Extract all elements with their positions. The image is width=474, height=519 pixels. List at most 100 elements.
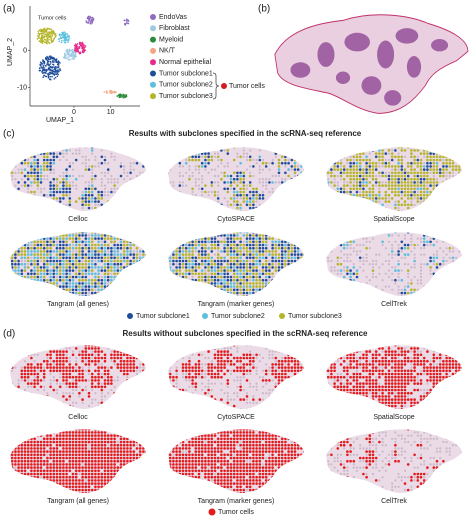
spot (46, 288, 49, 291)
spot (129, 232, 132, 234)
umap-point (68, 49, 71, 52)
spot (27, 263, 30, 266)
spot (220, 149, 223, 152)
spot (290, 177, 294, 181)
spot (90, 184, 94, 187)
spot (371, 187, 375, 191)
spot (429, 206, 432, 210)
spot (62, 401, 65, 404)
spot (62, 369, 65, 373)
spot (245, 155, 249, 158)
spot (355, 181, 359, 184)
spot (116, 246, 120, 250)
spot (42, 275, 46, 279)
umap-point (68, 58, 71, 61)
spot (426, 168, 429, 171)
spot (65, 256, 68, 260)
spot (55, 366, 59, 369)
umap-point (55, 34, 57, 37)
spot (355, 168, 359, 171)
spot (220, 291, 223, 295)
spot (216, 243, 220, 247)
spot (68, 203, 72, 207)
spot (65, 359, 68, 363)
spot (58, 363, 62, 366)
spot (229, 237, 233, 240)
spot (172, 269, 175, 272)
spot (74, 240, 78, 244)
spot (10, 388, 11, 392)
spot (327, 295, 330, 296)
spot (223, 237, 226, 240)
spot (403, 200, 407, 203)
spot (264, 243, 268, 247)
spot (119, 187, 123, 190)
spot (400, 291, 404, 295)
spot (419, 184, 423, 187)
spot (103, 275, 107, 279)
spot (362, 203, 365, 207)
spot (71, 174, 75, 178)
spot (461, 155, 462, 159)
spot (242, 278, 246, 282)
spot (10, 243, 11, 247)
umap-point (65, 39, 67, 42)
spot (365, 253, 368, 256)
spot (36, 256, 40, 260)
spot (71, 253, 75, 256)
spot (58, 243, 62, 247)
spot (236, 152, 239, 155)
spot (36, 184, 40, 187)
spot (110, 275, 113, 279)
spot (400, 203, 404, 207)
spot (126, 171, 129, 174)
spot (358, 158, 362, 162)
spot (119, 243, 123, 247)
spot (110, 187, 113, 190)
spot (91, 181, 94, 184)
spot (168, 291, 169, 295)
spot (252, 256, 255, 260)
spot (397, 147, 400, 149)
spot (81, 174, 84, 178)
tissue (326, 232, 462, 296)
spot (68, 181, 71, 184)
spot (74, 282, 78, 285)
spot (119, 294, 123, 296)
spot (242, 147, 245, 149)
spot (62, 203, 65, 206)
spot (448, 190, 452, 194)
spot (258, 291, 262, 295)
method-label: CellTrek (381, 301, 407, 308)
spot (223, 266, 226, 269)
spot (39, 171, 43, 175)
spot (261, 190, 265, 194)
spot (413, 158, 416, 162)
spot (261, 240, 265, 244)
spot (62, 228, 65, 231)
spot (116, 269, 120, 272)
spot (400, 269, 403, 272)
spot (252, 209, 255, 211)
spot (39, 256, 43, 260)
spot (435, 203, 439, 207)
spot (181, 184, 185, 187)
spot (426, 174, 429, 178)
umap-point (57, 66, 59, 69)
spot (390, 190, 394, 194)
spot (181, 181, 185, 184)
spot (352, 197, 356, 200)
spot (14, 266, 17, 269)
spot (255, 246, 258, 250)
spot (68, 291, 72, 295)
spot (116, 262, 120, 266)
spot (245, 203, 249, 207)
spot (36, 168, 40, 171)
spot (255, 240, 258, 244)
spot (432, 184, 436, 187)
spot (397, 143, 400, 146)
spot (46, 203, 49, 206)
spot (81, 203, 84, 207)
spot (435, 206, 439, 210)
umap-point (51, 57, 54, 60)
